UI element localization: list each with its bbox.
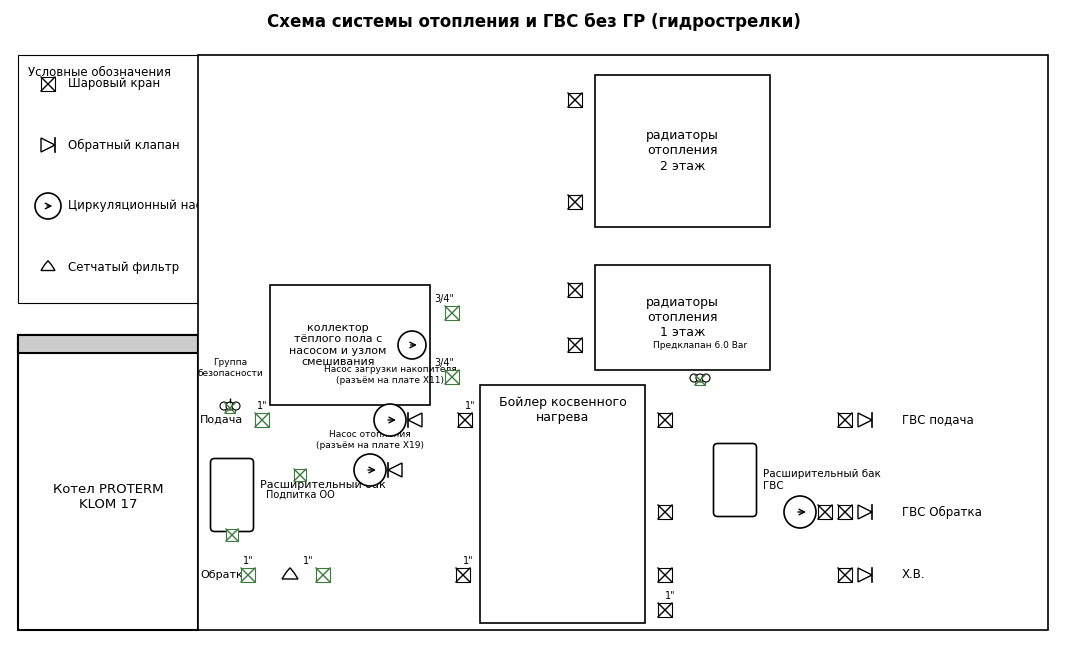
Text: ГВС подача: ГВС подача (902, 413, 974, 426)
Text: коллектор
тёплого пола с
насосом и узлом
смешивания: коллектор тёплого пола с насосом и узлом… (290, 322, 387, 367)
Bar (255, 413, 269, 427)
Circle shape (374, 404, 406, 436)
Bar (18, 335, 198, 630)
Circle shape (398, 331, 427, 359)
FancyBboxPatch shape (211, 458, 253, 532)
Text: 1": 1" (303, 556, 313, 566)
Text: Бойлер косвенного
нагрева: Бойлер косвенного нагрева (498, 396, 626, 424)
Text: Обратка: Обратка (200, 570, 250, 580)
Bar (458, 413, 472, 427)
Text: Расширительный бак
ГВС: Расширительный бак ГВС (763, 469, 881, 491)
Text: Предклапан 6.0 Bar: Предклапан 6.0 Bar (653, 341, 747, 350)
Bar (226, 529, 238, 541)
Text: ГВС Обратка: ГВС Обратка (902, 506, 981, 519)
Bar (445, 306, 459, 320)
Bar (198, 55, 1048, 630)
Bar (18, 335, 198, 353)
Text: Сетчатый фильтр: Сетчатый фильтр (68, 261, 180, 274)
Bar (659, 413, 672, 427)
Bar (224, 403, 235, 413)
Text: Группа
безопасности: Группа безопасности (197, 358, 263, 378)
Text: Расширительный бак: Расширительный бак (260, 480, 386, 490)
Bar (568, 283, 582, 297)
Text: радиаторы
отопления
1 этаж: радиаторы отопления 1 этаж (646, 296, 719, 339)
Text: Х.В.: Х.В. (902, 569, 926, 582)
Text: Циркуляционный насос: Циркуляционный насос (68, 200, 216, 213)
Bar (818, 505, 832, 519)
Bar (316, 568, 330, 582)
Polygon shape (858, 413, 872, 427)
Polygon shape (388, 463, 402, 477)
Bar (659, 568, 672, 582)
Bar (838, 568, 852, 582)
Text: 1": 1" (465, 401, 476, 411)
Bar (595, 75, 770, 227)
Text: Котел PROTERM
KLOM 17: Котел PROTERM KLOM 17 (52, 483, 164, 512)
Bar (568, 338, 582, 352)
Polygon shape (282, 568, 298, 579)
Circle shape (690, 374, 698, 382)
Text: 1": 1" (463, 556, 474, 566)
Text: Схема системы отопления и ГВС без ГР (гидрострелки): Схема системы отопления и ГВС без ГР (ги… (267, 13, 801, 31)
Bar (18, 55, 238, 303)
Polygon shape (858, 505, 872, 519)
FancyBboxPatch shape (713, 443, 757, 517)
Bar (241, 568, 255, 582)
Text: 1": 1" (665, 591, 676, 601)
Text: 1": 1" (257, 401, 267, 411)
Polygon shape (41, 261, 55, 270)
Bar (659, 505, 672, 519)
Text: Шаровый кран: Шаровый кран (68, 77, 160, 90)
Text: Подача: Подача (200, 415, 244, 425)
Bar (595, 265, 770, 370)
Text: Обратный клапан: Обратный клапан (68, 138, 180, 151)
Text: 3/4": 3/4" (434, 358, 454, 368)
Text: Насос загрузки накопителя
(разъём на плате X11): Насос загрузки накопителя (разъём на пла… (324, 365, 456, 385)
Circle shape (232, 402, 241, 410)
Text: радиаторы
отопления
2 этаж: радиаторы отопления 2 этаж (646, 129, 719, 172)
Bar (838, 413, 852, 427)
Bar (456, 568, 470, 582)
Bar (695, 375, 704, 385)
Text: 1": 1" (243, 556, 253, 566)
Bar (41, 77, 55, 91)
Polygon shape (858, 568, 872, 582)
Bar (294, 469, 306, 481)
Circle shape (702, 374, 710, 382)
Bar (270, 285, 430, 405)
Circle shape (226, 402, 234, 410)
Circle shape (35, 193, 61, 219)
Bar (838, 505, 852, 519)
Polygon shape (408, 413, 422, 427)
Circle shape (696, 374, 704, 382)
Polygon shape (41, 138, 55, 152)
Circle shape (784, 496, 816, 528)
Bar (568, 195, 582, 209)
Text: Подпитка ОО: Подпитка ОО (265, 490, 335, 500)
Text: 3/4": 3/4" (434, 294, 454, 304)
Bar (568, 93, 582, 107)
Bar (480, 385, 645, 623)
Text: Насос отопления
(разъём на плате X19): Насос отопления (разъём на плате X19) (316, 430, 424, 450)
Circle shape (354, 454, 386, 486)
Bar (659, 603, 672, 617)
Text: Условные обозначения: Условные обозначения (28, 66, 171, 79)
Circle shape (220, 402, 228, 410)
Bar (445, 370, 459, 384)
